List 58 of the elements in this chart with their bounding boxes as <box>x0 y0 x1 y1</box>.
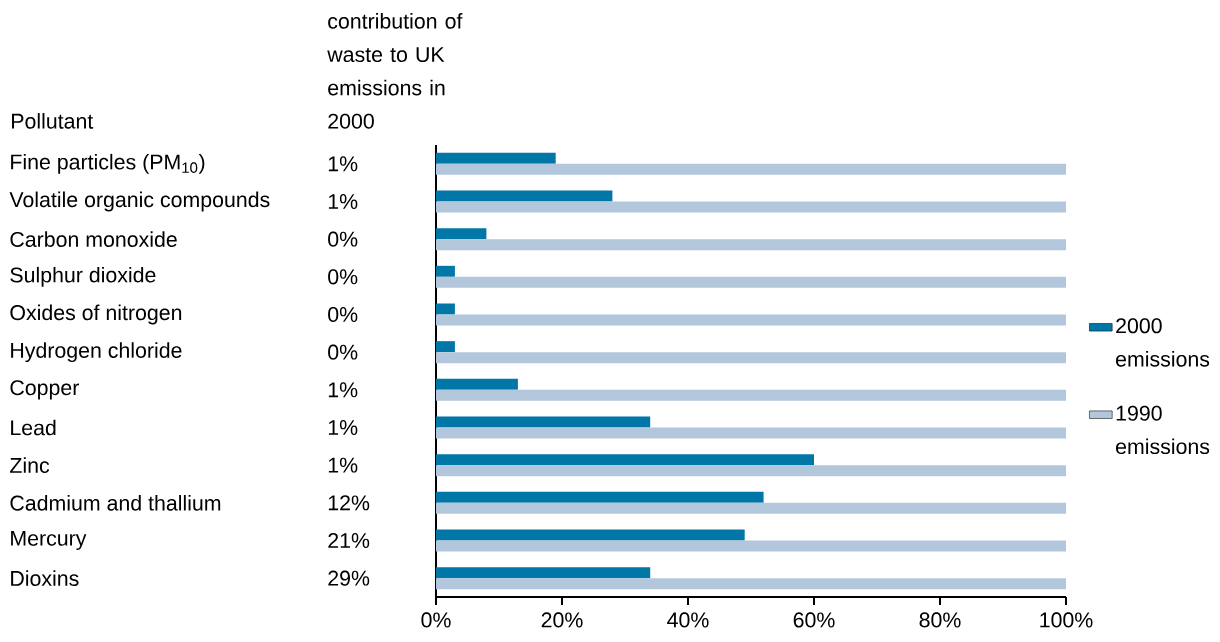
y-tick-label: Fine particles (PM$_{10}$) <box>11 153 205 174</box>
bar <box>436 163 1066 175</box>
bar <box>436 389 1066 401</box>
bar <box>436 454 814 466</box>
text: 1% <box>328 156 358 172</box>
text: 1% <box>328 420 358 435</box>
bar <box>436 303 455 315</box>
bar <box>436 578 1066 590</box>
text: 1% <box>328 457 358 473</box>
y-tick-label: Cadmium and thallium <box>10 494 221 511</box>
bar <box>436 465 1066 477</box>
text: 0% <box>328 231 358 247</box>
bar <box>436 352 1066 364</box>
y-tick-label: Copper <box>10 380 79 400</box>
bar <box>436 265 455 277</box>
bar <box>436 201 1066 213</box>
bar <box>436 378 518 390</box>
bar <box>436 341 455 353</box>
y-tick-label: Mercury <box>11 530 87 551</box>
text: 0% <box>328 269 358 285</box>
bar <box>436 540 1066 552</box>
text: 1% <box>328 382 358 398</box>
bar <box>436 228 487 240</box>
bar <box>436 491 764 503</box>
x-tick-label: 60% <box>793 612 835 628</box>
text: 1% <box>328 194 358 209</box>
y-tick-label: Sulphur dioxide <box>10 266 156 287</box>
y-tick-label: Volatile organic compounds <box>9 191 270 212</box>
x-tick-label: 80% <box>919 612 961 628</box>
text: 12% <box>328 495 370 511</box>
y-tick-label: Oxides of nitrogen <box>10 304 182 325</box>
y-tick-label: Carbon monoxide <box>10 231 177 247</box>
x-tick-label: 100% <box>1040 612 1093 628</box>
bar <box>436 314 1066 326</box>
bar <box>436 427 1066 439</box>
bar <box>436 529 745 541</box>
legend-label: 2000 emissions <box>1116 318 1210 367</box>
text: 21% <box>328 532 370 548</box>
y-tick-label: Lead <box>11 419 56 436</box>
bar <box>436 567 651 579</box>
y-tick-label: Dioxins <box>11 570 79 586</box>
text: contribution of waste to UK emissions in 2000 <box>327 13 463 129</box>
legend-label: 1990 emissions <box>1116 405 1210 455</box>
y-tick-label: Hydrogen chloride <box>11 342 182 363</box>
x-tick-label: 20% <box>541 612 583 628</box>
x-tick-label: 0% <box>421 612 451 628</box>
bar <box>436 276 1066 288</box>
bar <box>436 152 556 164</box>
y-tick-label: Zinc <box>10 457 50 473</box>
bar <box>436 416 651 428</box>
text: 29% <box>328 570 370 586</box>
y-axis-title: Pollutant <box>12 113 94 129</box>
bar <box>436 239 1066 251</box>
text: 0% <box>328 306 358 323</box>
bar <box>436 502 1066 514</box>
bar <box>436 190 613 202</box>
x-tick-label: 40% <box>667 612 709 628</box>
text: 0% <box>328 344 358 360</box>
